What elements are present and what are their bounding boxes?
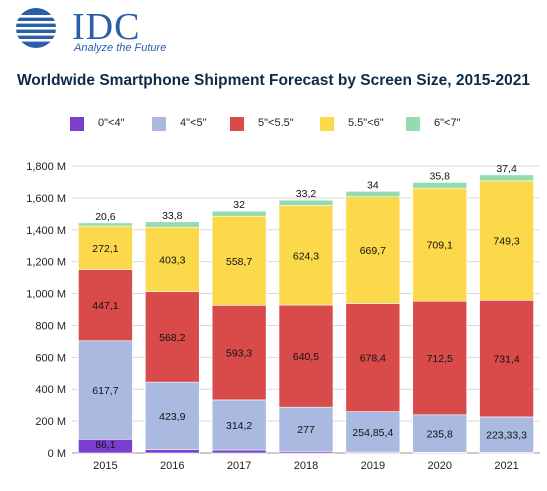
data-label: 423,9 [159, 411, 185, 423]
data-label: 34 [367, 179, 379, 191]
legend-label: 5"<5.5" [258, 117, 294, 129]
data-label: 32 [233, 199, 245, 211]
y-tick-label: 800 M [35, 320, 66, 332]
data-label: 640,5 [293, 351, 319, 363]
bar-segment [345, 303, 401, 412]
data-label: 223,33,3 [486, 430, 527, 442]
legend-swatch [70, 117, 84, 131]
bar-segment [211, 305, 267, 401]
data-label: 593,3 [226, 348, 252, 360]
y-tick-label: 1,800 M [26, 161, 66, 173]
bar-segment [144, 226, 200, 292]
data-label: 20,6 [95, 211, 116, 223]
bar-segment [345, 196, 401, 304]
bar-segment [278, 205, 334, 306]
x-tick-label: 2015 [93, 460, 117, 472]
data-label: 277 [297, 424, 315, 436]
bar-segment [78, 222, 133, 227]
data-label: 617,7 [92, 385, 118, 397]
bar-segment [144, 381, 200, 451]
legend-swatch [230, 117, 244, 131]
bar-segment [78, 225, 133, 270]
bar-segment [412, 187, 468, 302]
y-tick-label: 1,600 M [26, 193, 66, 205]
bar-segment [479, 300, 534, 418]
bar-segment [278, 304, 334, 408]
legend-label: 5.5"<6" [348, 117, 384, 129]
data-label: 314,2 [226, 420, 252, 432]
data-label: 447,1 [92, 300, 118, 312]
x-tick-label: 2020 [427, 460, 451, 472]
bar-segment [479, 174, 534, 182]
bar-segment [412, 414, 468, 453]
bar-segment [412, 182, 468, 189]
idc-logo: IDC Analyze the Future [10, 6, 166, 54]
data-label: 568,2 [159, 332, 185, 344]
y-tick-label: 600 M [35, 352, 66, 364]
bar-segment [278, 199, 334, 206]
data-label: 678,4 [360, 353, 386, 365]
data-label: 558,7 [226, 256, 252, 268]
data-label: 37,4 [496, 163, 517, 175]
y-tick-label: 1,000 M [26, 289, 66, 301]
data-label: 33,2 [296, 188, 317, 200]
data-label: 403,3 [159, 254, 185, 266]
y-tick-label: 1,400 M [26, 225, 66, 237]
y-tick-label: 0 M [48, 448, 66, 460]
legend-swatch [320, 117, 334, 131]
data-label: 254,85,4 [352, 427, 393, 439]
bar-segment [278, 406, 334, 452]
x-tick-label: 2017 [227, 460, 251, 472]
y-tick-label: 1,200 M [26, 257, 66, 269]
logo-tagline: Analyze the Future [74, 42, 167, 54]
bar-segment [412, 300, 468, 416]
y-tick-label: 400 M [35, 384, 66, 396]
globe-icon [14, 8, 58, 48]
legend-label: 6"<7" [434, 117, 461, 129]
x-tick-label: 2016 [160, 460, 184, 472]
bar-segment [144, 221, 200, 228]
data-label: 624,3 [293, 250, 319, 262]
bar-segment [144, 291, 200, 383]
data-label: 712,5 [427, 353, 453, 365]
bar-segment [479, 180, 534, 301]
data-label: 235,8 [427, 429, 453, 441]
bar-segment [345, 190, 401, 197]
data-label: 35,8 [429, 170, 450, 182]
bar-segment [78, 340, 133, 440]
x-tick-label: 2019 [361, 460, 385, 472]
legend-swatch [406, 117, 420, 131]
data-label: 731,4 [493, 354, 519, 366]
bar-segment [211, 215, 267, 306]
legend-swatch [152, 117, 166, 131]
x-tick-label: 2021 [494, 460, 518, 472]
bar-segment [78, 269, 133, 342]
data-label: 272,1 [92, 243, 118, 255]
legend-label: 0"<4" [98, 117, 125, 129]
legend-label: 4"<5" [180, 117, 207, 129]
logo-wordmark: IDC [72, 6, 141, 48]
data-label: 709,1 [427, 240, 453, 252]
data-label: 669,7 [360, 245, 386, 257]
data-label: 86,1 [95, 439, 116, 451]
x-tick-label: 2018 [294, 460, 318, 472]
chart-title: Worldwide Smartphone Shipment Forecast b… [16, 72, 531, 89]
data-label: 33,8 [162, 210, 183, 222]
y-tick-label: 200 M [35, 416, 66, 428]
data-label: 749,3 [493, 236, 519, 248]
bar-segment [211, 210, 267, 217]
